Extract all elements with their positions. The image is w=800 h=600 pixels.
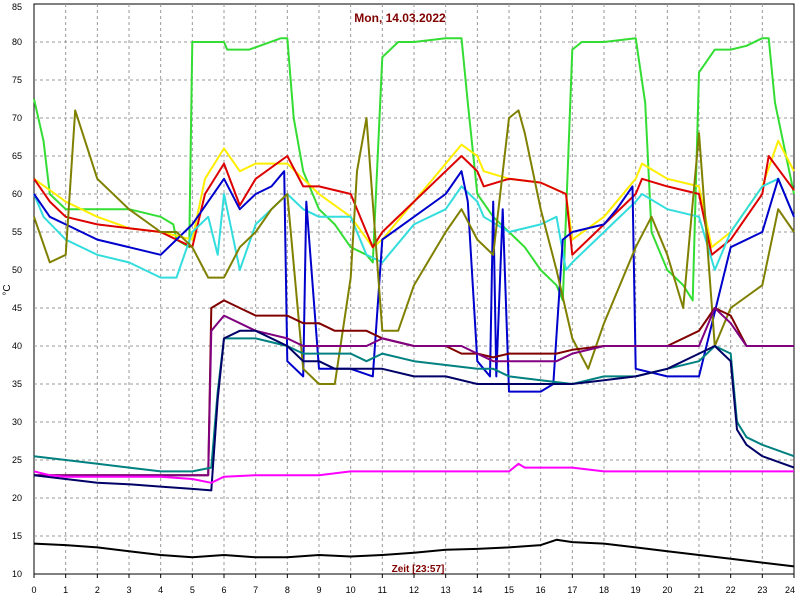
- y-tick-label: 45: [12, 303, 22, 313]
- y-tick-label: 55: [12, 227, 22, 237]
- x-tick-label: 18: [599, 585, 609, 595]
- x-tick-label: 16: [536, 585, 546, 595]
- y-tick-label: 10: [12, 569, 22, 579]
- x-tick-label: 23: [757, 585, 767, 595]
- y-tick-label: 70: [12, 113, 22, 123]
- x-tick-label: 21: [694, 585, 704, 595]
- x-tick-label: 5: [190, 585, 195, 595]
- x-tick-label: 4: [158, 585, 163, 595]
- x-tick-label: 8: [285, 585, 290, 595]
- x-tick-label: 22: [726, 585, 736, 595]
- x-tick-label: 1: [63, 585, 68, 595]
- series-line-11: [33, 462, 794, 484]
- x-tick-label: 9: [316, 585, 321, 595]
- x-tick-label: 20: [662, 585, 672, 595]
- x-tick-label: 17: [567, 585, 577, 595]
- x-tick-labels: 0 1 2 3 4 5 6 7 8 9 10 11 12 13 14 15 16 17 18 19 20 21 22 23 24: [31, 574, 795, 595]
- series-line-10: [33, 329, 795, 492]
- y-tick-label: 20: [12, 493, 22, 503]
- x-tick-label: 2: [95, 585, 100, 595]
- y-tick-label: 80: [12, 37, 22, 47]
- series-line-7: [34, 299, 794, 477]
- y-tick-label: 40: [12, 341, 22, 351]
- series-line-4: [33, 177, 795, 279]
- series-line-1: [33, 37, 795, 302]
- y-tick-labels: 10 15 20 25 30 35 40 45 50 55 60 65 70 75 80 85: [12, 2, 22, 579]
- y-tick-label: 35: [12, 379, 22, 389]
- x-tick-label: 14: [472, 585, 482, 595]
- y-tick-label: 75: [12, 75, 22, 85]
- series-line-5: [33, 170, 795, 393]
- y-tick-label: 65: [12, 151, 22, 161]
- y-tick-label: 25: [12, 455, 22, 465]
- x-tick-label: 11: [378, 585, 387, 595]
- y-tick-label: 60: [12, 189, 22, 199]
- y-tick-label: 15: [12, 531, 22, 541]
- series-line-9: [33, 337, 795, 473]
- x-tick-label: 3: [126, 585, 131, 595]
- y-tick-label: 50: [12, 265, 22, 275]
- x-tick-label: 0: [31, 585, 36, 595]
- x-tick-label: 13: [441, 585, 451, 595]
- x-tick-label: 19: [631, 585, 641, 595]
- series-line-6: [33, 109, 795, 385]
- series-lines: [33, 37, 795, 568]
- x-tick-label: 10: [346, 585, 356, 595]
- series-line-2: [33, 139, 795, 249]
- x-tick-label: 15: [504, 585, 514, 595]
- x-tick-label: 12: [409, 585, 419, 595]
- chart-title: Mon, 14.03.2022: [354, 11, 446, 25]
- x-tick-label: 6: [221, 585, 226, 595]
- series-line-12: [33, 538, 795, 568]
- x-axis-label: Zeit [23:57]: [392, 564, 445, 575]
- x-tick-label: 7: [253, 585, 258, 595]
- y-axis-label: °C: [2, 284, 13, 295]
- y-tick-label: 85: [12, 2, 22, 12]
- x-tick-label: 24: [785, 585, 795, 595]
- y-tick-label: 30: [12, 417, 22, 427]
